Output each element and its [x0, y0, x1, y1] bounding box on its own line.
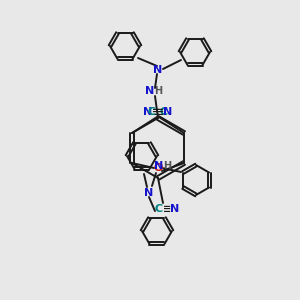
Text: N: N [146, 86, 154, 96]
Text: N: N [154, 161, 164, 171]
Text: N: N [143, 107, 153, 117]
Text: N: N [170, 204, 180, 214]
Text: ≡: ≡ [163, 204, 171, 214]
Text: C: C [160, 107, 168, 117]
Text: ≡: ≡ [156, 107, 164, 117]
Text: N: N [144, 188, 154, 198]
Text: H: H [154, 86, 162, 96]
Text: N: N [153, 65, 163, 75]
Text: H: H [163, 161, 171, 171]
Text: C: C [148, 107, 156, 117]
Text: O: O [153, 163, 163, 173]
Text: N: N [164, 107, 172, 117]
Text: C: C [155, 204, 163, 214]
Text: ≡: ≡ [152, 107, 160, 117]
